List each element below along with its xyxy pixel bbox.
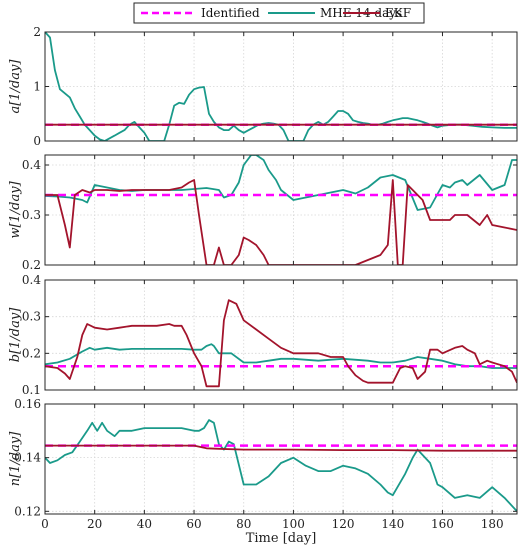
series-line-ekf bbox=[45, 299, 517, 388]
legend-label-identified: Identified bbox=[201, 6, 260, 20]
series-line-mhe-14-days bbox=[45, 155, 517, 211]
y-tick-label: 0.2 bbox=[22, 258, 41, 272]
axes-frame bbox=[44, 279, 518, 391]
panel-4: 0.12 0.14 0.16 n[1/day] 0 20 40 60 80 100 120 140 16… bbox=[8, 397, 518, 531]
axes-frame bbox=[44, 154, 518, 266]
y-axis-label: w[1/day] bbox=[8, 180, 23, 238]
x-tick-label: 20 bbox=[87, 517, 102, 531]
panel-3: 0.1 0.2 0.3 0.4 b[1/day] bbox=[8, 273, 518, 397]
series-group bbox=[45, 155, 517, 265]
y-tick-label: 0.1 bbox=[22, 383, 41, 397]
x-tick-label: 180 bbox=[481, 517, 504, 531]
series-line-mhe-14-days bbox=[45, 32, 517, 141]
panel-1: 0 1 2 a[1/day] bbox=[8, 25, 518, 148]
x-tick-label: 80 bbox=[236, 517, 251, 531]
y-tick-label: 0.12 bbox=[14, 504, 41, 518]
axes-frame bbox=[44, 403, 518, 515]
y-tick-label: 0.4 bbox=[22, 158, 41, 172]
y-tick-label: 0.3 bbox=[22, 208, 41, 222]
series-group bbox=[45, 419, 517, 512]
series-line-mhe-14-days bbox=[45, 419, 517, 512]
x-tick-label: 60 bbox=[186, 517, 201, 531]
series-line-mhe-14-days bbox=[45, 343, 517, 369]
y-tick-label: 1 bbox=[33, 80, 41, 94]
series-group bbox=[45, 32, 517, 141]
y-tick-label: 0.14 bbox=[14, 451, 41, 465]
y-axis-label: n[1/day] bbox=[8, 431, 23, 487]
x-tick-label: 160 bbox=[431, 517, 454, 531]
series-line-ekf bbox=[45, 179, 517, 265]
x-axis-label: Time [day] bbox=[246, 531, 317, 546]
y-tick-label: 0.16 bbox=[14, 397, 41, 411]
x-tick-label: 100 bbox=[282, 517, 305, 531]
y-tick-label: 2 bbox=[33, 25, 41, 39]
y-tick-label: 0.4 bbox=[22, 273, 41, 287]
panels: 0 1 2 a[1/day] 0.2 0.3 0.4 w[1/day] 0.1 0.2 0.3 0.4… bbox=[8, 25, 518, 531]
panel-2: 0.2 0.3 0.4 w[1/day] bbox=[8, 154, 518, 272]
y-tick-label: 0.3 bbox=[22, 310, 41, 324]
series-line-ekf bbox=[45, 444, 517, 452]
legend-label-ekf: EKF bbox=[385, 6, 411, 20]
x-tick-label: 140 bbox=[381, 517, 404, 531]
legend: Identified MHE 14 days EKF bbox=[133, 2, 425, 24]
y-tick-label: 0 bbox=[33, 134, 41, 148]
y-axis-label: a[1/day] bbox=[8, 59, 23, 114]
y-axis-label: b[1/day] bbox=[8, 307, 23, 362]
x-tick-label: 40 bbox=[137, 517, 152, 531]
y-tick-label: 0.2 bbox=[22, 346, 41, 360]
series-group bbox=[45, 299, 517, 388]
x-tick-label: 0 bbox=[41, 517, 49, 531]
x-tick-label: 120 bbox=[332, 517, 355, 531]
